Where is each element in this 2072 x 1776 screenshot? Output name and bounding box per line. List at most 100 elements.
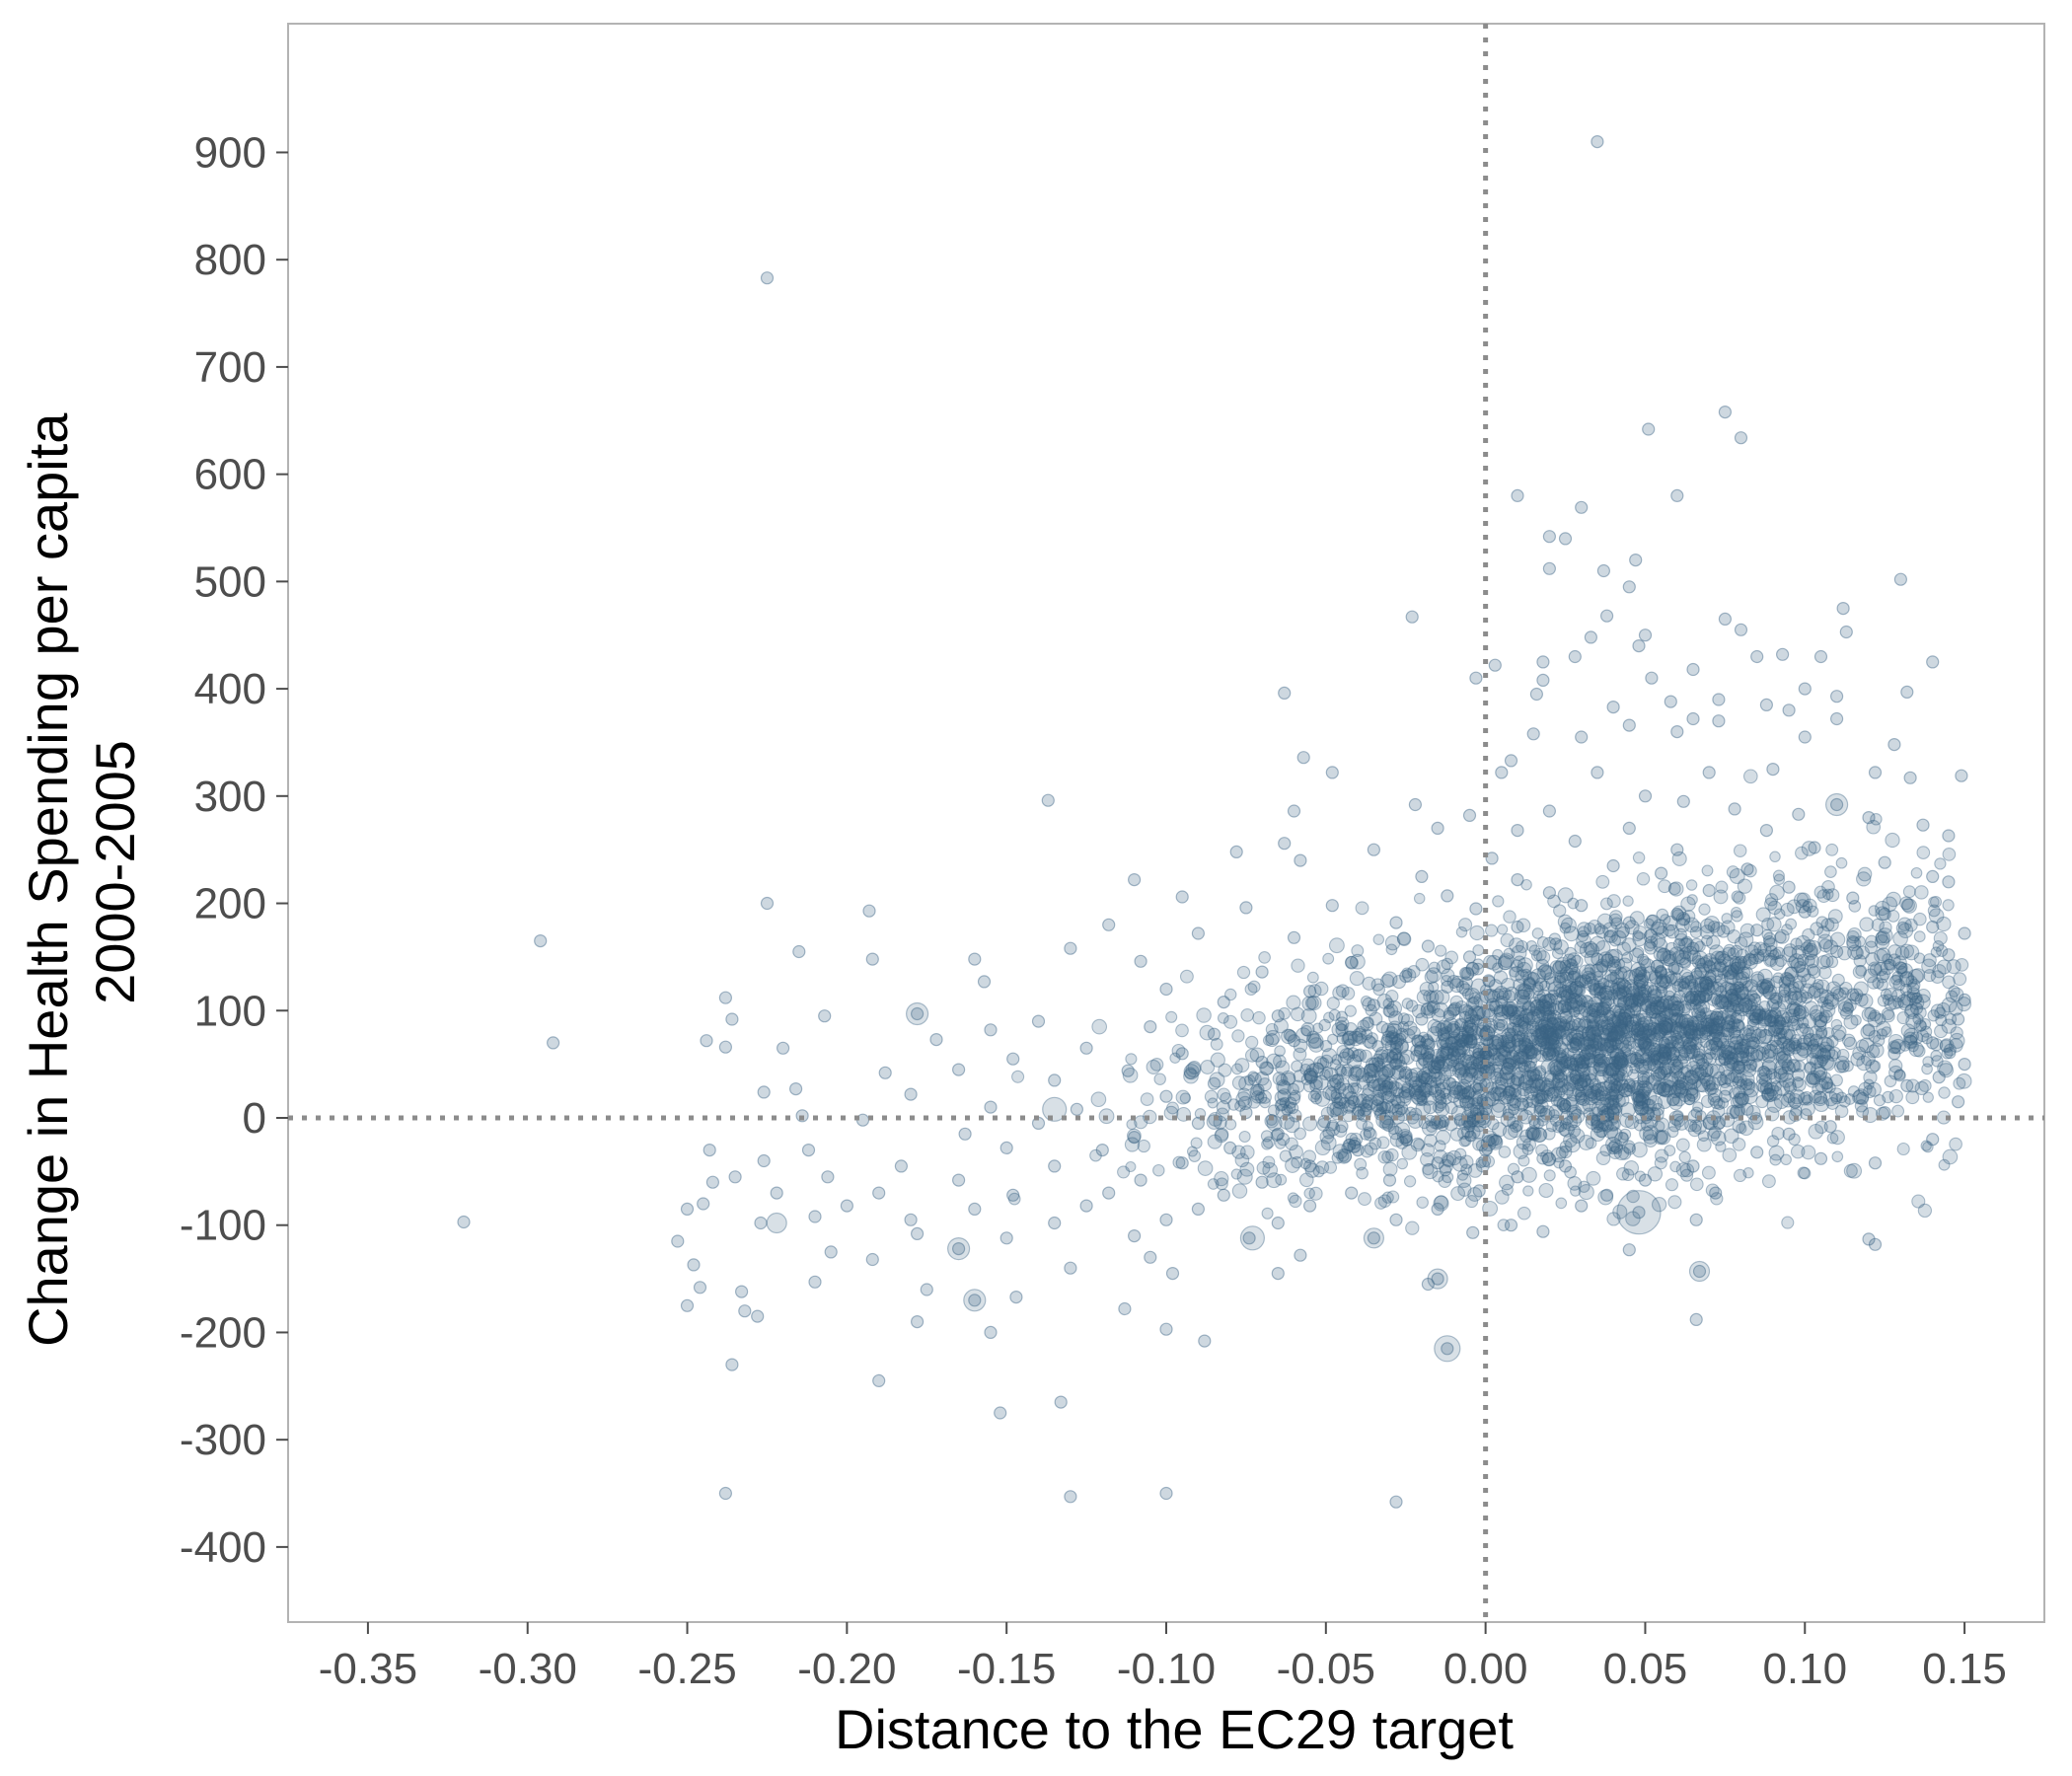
cloud-point-829	[1377, 1082, 1389, 1094]
cloud-point-3132	[1564, 1137, 1581, 1153]
cloud-point-2673	[1472, 1047, 1484, 1059]
cloud-point-3294	[1447, 1031, 1461, 1044]
cloud-point-1094	[1658, 1020, 1673, 1036]
cloud-point-2116	[1733, 844, 1747, 857]
cloud-point-668	[1372, 1083, 1388, 1098]
cloud-point-313	[1907, 1040, 1919, 1053]
cloud-point-2568	[1553, 1058, 1569, 1074]
cloud-point-969	[1617, 1011, 1632, 1026]
point-192	[1750, 1049, 1764, 1063]
bubble-3	[1239, 1225, 1266, 1251]
x-tick-label-5: -0.10	[1117, 1645, 1216, 1693]
cloud-point-710	[1632, 925, 1648, 940]
cloud-point-739	[1650, 959, 1665, 973]
cloud-point-2587	[1329, 1100, 1345, 1117]
bubble-11	[766, 1212, 787, 1234]
cloud-point-1206	[1659, 975, 1672, 990]
cloud-point-1013	[1336, 1031, 1350, 1045]
cloud-point-794	[1585, 1043, 1601, 1060]
point-126	[1549, 937, 1563, 951]
cloud-point-676	[1570, 1036, 1586, 1051]
cloud-point-3105	[1567, 1124, 1582, 1138]
cloud-point-623	[1329, 1073, 1345, 1090]
point-107	[862, 904, 876, 918]
cloud-point-645	[1632, 929, 1644, 942]
cloud-point-391	[1729, 996, 1745, 1012]
cloud-point-1618	[1275, 1173, 1288, 1186]
point-112	[1878, 907, 1891, 922]
cloud-point-143	[1905, 1090, 1920, 1105]
cloud-point-684	[1686, 1015, 1699, 1028]
cloud-point-107	[1624, 1020, 1637, 1033]
point-99	[1441, 889, 1454, 903]
cloud-point-510	[1587, 1061, 1600, 1074]
cloud-point-636	[1773, 1014, 1786, 1027]
cloud-point-749	[1569, 1038, 1583, 1051]
cloud-point-240	[1841, 1033, 1856, 1048]
cloud-point-453	[1707, 967, 1724, 984]
point-349	[725, 1358, 739, 1371]
cloud-point-111	[1622, 1036, 1637, 1050]
cloud-point-919	[1381, 1081, 1398, 1097]
cloud-point-2140	[1499, 952, 1515, 968]
cloud-point-566	[1681, 991, 1696, 1005]
cloud-point-466	[1786, 1000, 1801, 1015]
cloud-point-1229	[1913, 952, 1926, 964]
cloud-point-428	[1410, 1137, 1426, 1152]
point-52	[1798, 730, 1812, 744]
cloud-point-3062	[1917, 1203, 1933, 1219]
cloud-point-558	[1509, 937, 1524, 953]
cloud-point-756	[1341, 1032, 1355, 1047]
cloud-point-1214	[1385, 1051, 1399, 1065]
cloud-point-532	[1442, 1076, 1456, 1091]
cloud-point-1070	[1875, 906, 1890, 922]
cloud-point-727	[1725, 983, 1738, 997]
point-149	[1846, 988, 1860, 1001]
cloud-point-283	[1651, 1052, 1666, 1069]
cloud-point-647	[1364, 1071, 1377, 1084]
cloud-point-49	[1690, 967, 1703, 980]
cloud-point-470	[1540, 1018, 1553, 1031]
cloud-point-3255	[1633, 1033, 1650, 1050]
cloud-point-1124	[1392, 1087, 1404, 1099]
cloud-point-303	[1711, 1031, 1728, 1048]
cloud-point-1535	[1126, 1118, 1138, 1131]
cloud-point-448	[1387, 1123, 1400, 1136]
cloud-point-788	[1809, 982, 1824, 999]
x-tick-label-9: 0.10	[1762, 1645, 1847, 1693]
cloud-point-3298	[1900, 991, 1916, 1006]
cloud-point-3162	[1903, 1027, 1920, 1044]
cloud-point-1203	[1732, 1075, 1745, 1089]
cloud-point-642	[1600, 1016, 1614, 1030]
cloud-point-730	[1777, 1066, 1794, 1082]
cloud-point-1035	[1769, 1039, 1785, 1055]
cloud-point-155	[1444, 1036, 1458, 1049]
cloud-point-3139	[1705, 934, 1721, 950]
cloud-point-1122	[1693, 966, 1708, 980]
point-151	[718, 991, 733, 1004]
cloud-point-3266	[1462, 1049, 1474, 1062]
cloud-point-2301	[1797, 1166, 1811, 1180]
cloud-point-310	[1536, 1151, 1549, 1165]
cloud-point-1236	[1611, 1070, 1624, 1082]
cloud-point-1149	[1608, 910, 1623, 924]
cloud-point-3267	[1574, 1088, 1587, 1101]
cloud-point-3167	[1595, 1127, 1608, 1139]
cloud-point-530	[1730, 906, 1742, 919]
cloud-point-721	[1405, 999, 1419, 1012]
cloud-point-837	[1632, 1100, 1645, 1112]
point-102	[1846, 891, 1860, 905]
cloud-point-1211	[1727, 947, 1739, 960]
cloud-point-523	[1742, 1004, 1754, 1017]
point-28	[1488, 658, 1502, 672]
cloud-point-23	[1247, 980, 1261, 994]
cloud-point-1061	[1204, 1089, 1219, 1104]
cloud-point-2912	[1540, 1149, 1554, 1163]
point-321	[865, 1252, 879, 1267]
cloud-point-514	[1430, 1020, 1446, 1037]
cloud-point-3069	[1631, 1142, 1648, 1158]
cloud-point-2868	[1326, 1077, 1342, 1092]
cloud-point-2754	[1185, 1062, 1202, 1078]
cloud-point-1368	[1905, 1078, 1920, 1093]
cloud-point-483	[1818, 1011, 1830, 1023]
